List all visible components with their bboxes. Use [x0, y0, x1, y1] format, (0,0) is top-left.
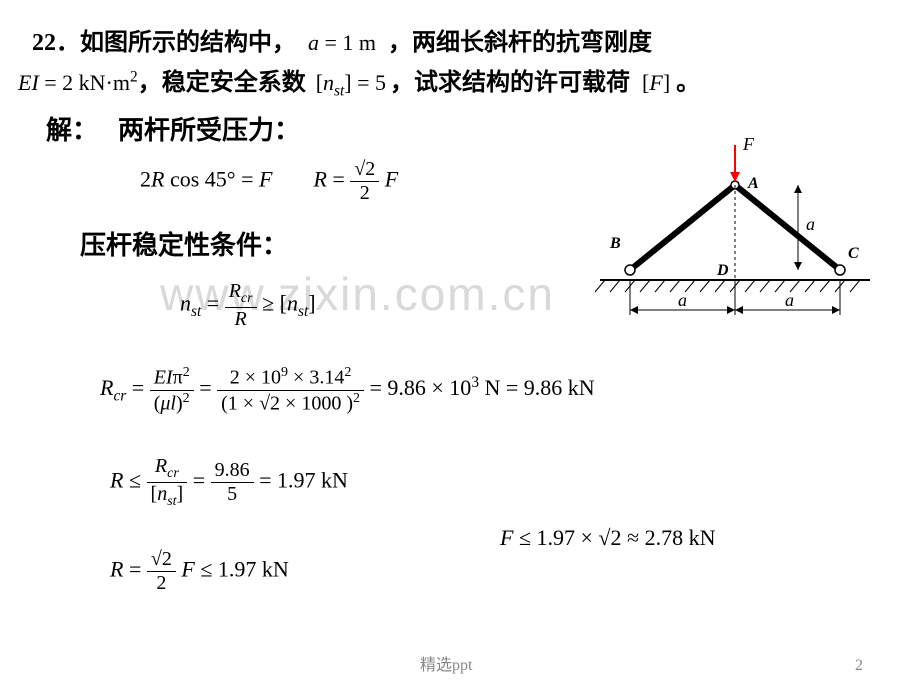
num: 22	[32, 30, 56, 56]
figure-svg: F A B C D a a a	[580, 130, 890, 330]
solution-label: 解：	[46, 110, 98, 147]
step1-title: 两杆所受压力：	[118, 110, 300, 147]
t5: 。	[676, 70, 700, 96]
label-C: C	[848, 245, 859, 262]
t2: ，两细长斜杆的抗弯刚度	[388, 30, 652, 56]
label-F: F	[742, 134, 755, 154]
eq2: nst = Rcr R ≥ [nst]	[180, 280, 316, 331]
eq5: R = √2 2 F ≤ 1.97 kN	[110, 548, 289, 595]
label-a-v: a	[806, 214, 815, 234]
eq3: Rcr = EIπ2 (μl)2 = 2 × 109 × 3.142 (1 × …	[100, 365, 595, 415]
label-a-2: a	[785, 290, 794, 310]
footer-label: 精选ppt	[420, 651, 472, 675]
t3: ，稳定安全系数	[138, 70, 306, 96]
label-A: A	[747, 175, 759, 192]
footer-page: 2	[855, 657, 863, 675]
problem-line2: EI = 2 kN·m2，稳定安全系数 [nst] = 5，试求结构的许可载荷 …	[18, 62, 700, 100]
label-B: B	[609, 235, 621, 252]
eq6: F ≤ 1.97 × √2 ≈ 2.78 kN	[500, 525, 715, 551]
t4: ，试求结构的许可载荷	[390, 70, 630, 96]
label-a-1: a	[678, 290, 687, 310]
step2-title: 压杆稳定性条件：	[80, 225, 288, 262]
eq4: R ≤ Rcr [nst] = 9.86 5 = 1.97 kN	[110, 455, 348, 510]
problem-number: 22．如图所示的结构中， a = 1 m ，两细长斜杆的抗弯刚度	[32, 22, 652, 57]
eq1: 2R cos 45° = F R = √2 2 F	[140, 158, 398, 205]
label-D: D	[716, 262, 729, 279]
structure-figure: F A B C D a a a	[580, 130, 890, 330]
t1: ．如图所示的结构中，	[56, 30, 296, 56]
